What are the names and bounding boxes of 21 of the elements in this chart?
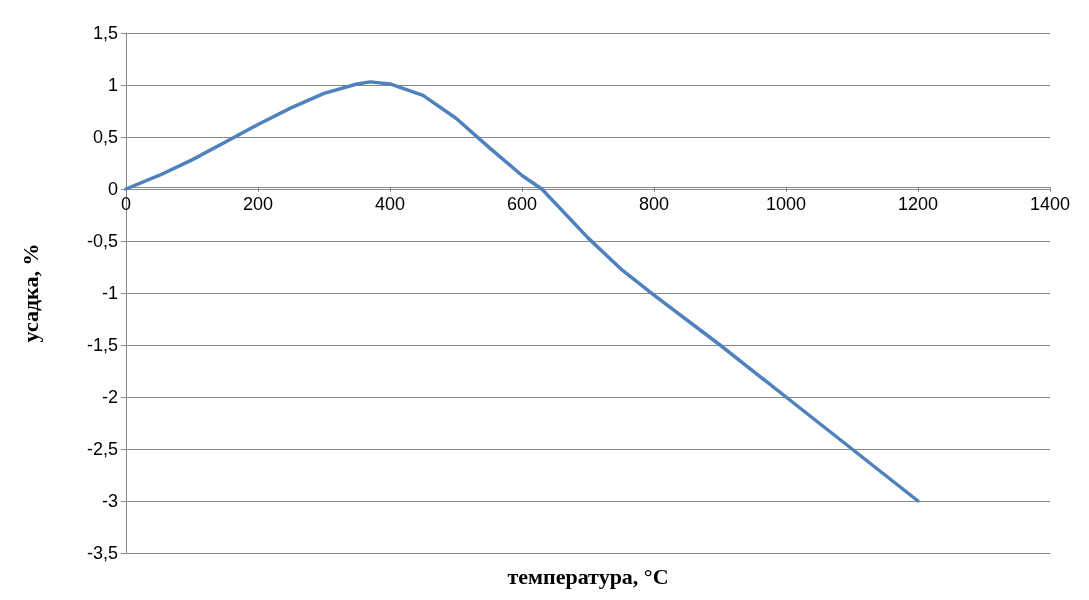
x-tick-label: 600: [506, 193, 538, 214]
y-tick-label: 1: [107, 75, 118, 95]
y-tick-label: 1,5: [92, 23, 118, 43]
y-tick-label: 0,5: [92, 127, 118, 147]
x-tick-label: 1400: [1029, 193, 1071, 214]
x-tick-label: 1200: [897, 193, 939, 214]
y-tick-label: -2,5: [86, 439, 118, 459]
y-axis-title: усадка, %: [17, 243, 43, 343]
y-tick-label: -1: [101, 283, 118, 303]
x-axis-title: температура, °С: [507, 563, 669, 589]
y-tick-label: -2: [101, 387, 118, 407]
y-tick-label: 0: [107, 179, 118, 199]
x-tick-label: 0: [120, 193, 132, 214]
x-tick-label: 200: [242, 193, 274, 214]
x-tick-label: 1000: [765, 193, 807, 214]
x-tick-label: 800: [638, 193, 670, 214]
y-tick-label: -3: [101, 491, 118, 511]
y-tick-label: -3,5: [86, 543, 118, 563]
y-tick-label: -0,5: [86, 231, 118, 251]
y-tick-label: -1,5: [86, 335, 118, 355]
x-tick-label: 400: [374, 193, 406, 214]
